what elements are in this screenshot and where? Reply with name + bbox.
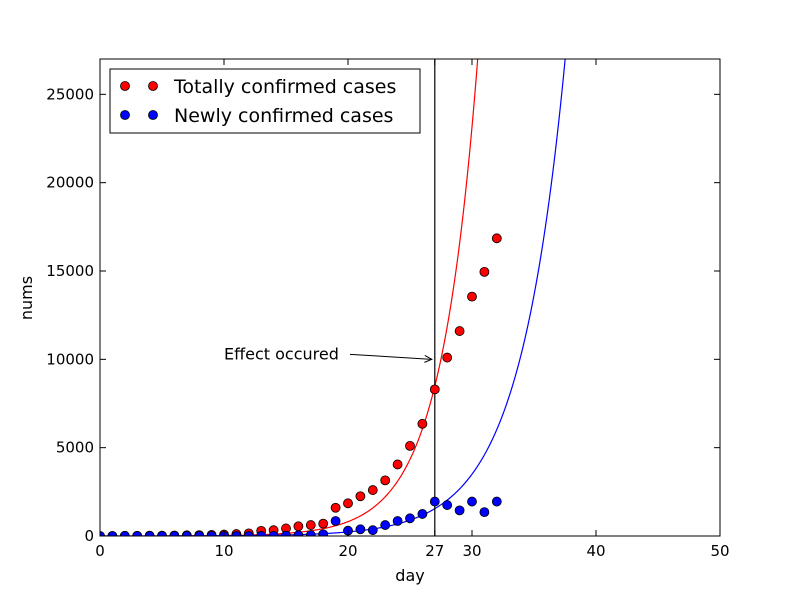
point-series-2 bbox=[330, 516, 341, 526]
point-series-2 bbox=[243, 531, 254, 536]
point-series-2 bbox=[305, 530, 316, 536]
point-series-1 bbox=[367, 485, 378, 495]
point-series-2 bbox=[405, 513, 415, 524]
point-series-2 bbox=[417, 509, 428, 519]
point-series-1 bbox=[491, 233, 502, 244]
legend: Totally confirmed cases Newly confirmed … bbox=[109, 68, 421, 134]
data-points bbox=[100, 233, 502, 536]
point-series-2 bbox=[442, 500, 453, 510]
y-tick-label: 0 bbox=[84, 527, 94, 545]
y-tick-label: 25000 bbox=[46, 85, 94, 103]
point-series-2 bbox=[206, 531, 217, 536]
point-series-1 bbox=[442, 352, 453, 363]
y-tick-label: 20000 bbox=[46, 174, 94, 192]
y-tick-label: 5000 bbox=[56, 439, 94, 457]
point-series-1 bbox=[467, 291, 477, 302]
point-series-2 bbox=[479, 507, 490, 518]
annotation: Effect occured bbox=[224, 344, 433, 363]
point-series-1 bbox=[293, 521, 304, 532]
point-series-2 bbox=[157, 531, 167, 536]
x-axis-label: day bbox=[395, 566, 424, 585]
annotation-arrow bbox=[349, 353, 432, 360]
point-series-1 bbox=[305, 520, 316, 530]
point-series-1 bbox=[429, 384, 440, 395]
point-series-2 bbox=[429, 496, 440, 507]
point-series-2 bbox=[491, 496, 502, 507]
x-tick-label: 20 bbox=[338, 542, 357, 560]
legend-label-newly: Newly confirmed cases bbox=[174, 105, 393, 127]
x-tick-label: 50 bbox=[710, 542, 729, 560]
x-tick-label: 30 bbox=[462, 542, 481, 560]
point-series-1 bbox=[405, 440, 415, 451]
legend-box bbox=[109, 68, 421, 134]
point-series-2 bbox=[194, 531, 205, 536]
point-series-2 bbox=[467, 496, 477, 507]
legend-marker-totally-1 bbox=[120, 81, 130, 91]
point-series-2 bbox=[367, 525, 378, 536]
x-tick-label: 0 bbox=[95, 542, 105, 560]
legend-marker-newly-1 bbox=[120, 110, 130, 120]
point-series-2 bbox=[107, 531, 118, 536]
point-series-1 bbox=[318, 518, 329, 529]
point-series-2 bbox=[293, 530, 304, 536]
y-tick-label: 15000 bbox=[46, 262, 94, 280]
legend-label-totally: Totally confirmed cases bbox=[173, 76, 396, 98]
point-series-1 bbox=[392, 459, 403, 470]
point-series-2 bbox=[355, 524, 366, 535]
point-series-2 bbox=[119, 531, 130, 536]
y-tick-label: 10000 bbox=[46, 350, 94, 368]
y-axis-ticks: 0 5000 10000 15000 20000 25000 bbox=[46, 85, 720, 545]
x-axis-ticks: 0 10 20 27 30 40 50 bbox=[95, 59, 730, 560]
x-tick-label: 27 bbox=[425, 542, 444, 560]
y-axis-label: nums bbox=[17, 276, 36, 320]
legend-marker-newly-2 bbox=[148, 110, 158, 120]
point-series-2 bbox=[144, 531, 155, 536]
point-series-2 bbox=[132, 531, 143, 536]
point-series-2 bbox=[454, 505, 465, 516]
point-series-1 bbox=[343, 498, 353, 509]
x-tick-label: 10 bbox=[214, 542, 233, 560]
point-series-1 bbox=[454, 326, 465, 336]
point-series-1 bbox=[330, 502, 341, 513]
annotation-text: Effect occured bbox=[224, 344, 339, 363]
point-series-2 bbox=[100, 531, 105, 536]
x-tick-label: 40 bbox=[586, 542, 605, 560]
point-series-1 bbox=[380, 475, 391, 486]
point-series-2 bbox=[380, 520, 391, 530]
plot-frame bbox=[99, 58, 721, 537]
point-series-2 bbox=[392, 516, 403, 526]
annotation-arrowhead bbox=[424, 354, 433, 363]
point-series-1 bbox=[355, 491, 366, 502]
point-series-2 bbox=[231, 531, 242, 536]
point-series-2 bbox=[181, 531, 192, 536]
point-series-2 bbox=[318, 529, 329, 536]
legend-marker-totally-2 bbox=[148, 81, 158, 91]
point-series-2 bbox=[169, 531, 180, 536]
point-series-1 bbox=[417, 418, 428, 429]
point-series-1 bbox=[479, 266, 490, 277]
